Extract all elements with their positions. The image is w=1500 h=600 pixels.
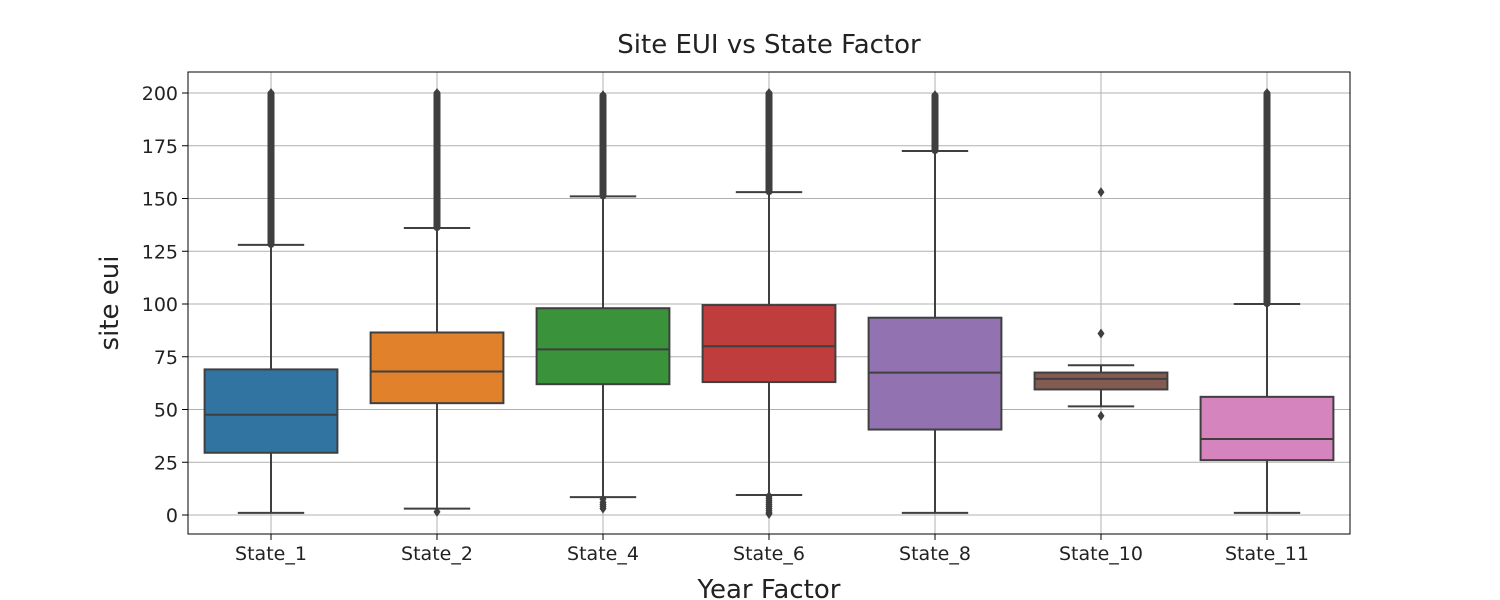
y-tick-label: 125 <box>142 241 178 263</box>
y-tick-label: 25 <box>154 452 178 474</box>
x-tick-label: State_8 <box>899 543 971 565</box>
box-iqr <box>203 368 339 454</box>
box-group <box>701 88 837 519</box>
chart-title: Site EUI vs State Factor <box>617 30 921 60</box>
x-tick-label: State_4 <box>567 543 639 565</box>
box-layer <box>203 88 1335 519</box>
box-iqr <box>369 331 505 405</box>
box-group <box>369 88 505 517</box>
outlier-point <box>267 236 275 247</box>
box-group <box>1033 187 1169 421</box>
outlier-point <box>433 219 441 230</box>
x-axis-label: Year Factor <box>697 575 841 600</box>
x-tick-label: State_11 <box>1225 543 1309 565</box>
outlier-point <box>765 88 773 98</box>
y-tick-label: 75 <box>154 347 178 369</box>
y-tick-label: 50 <box>154 400 178 422</box>
outlier-point <box>599 494 607 505</box>
x-tick-label: State_6 <box>733 543 805 565</box>
outlier-point <box>599 188 607 199</box>
outlier-cluster <box>267 90 275 248</box>
outlier-point <box>433 88 441 98</box>
box-iqr <box>867 316 1003 431</box>
box-group <box>867 90 1003 514</box>
x-axis: State_1 State_2 State_4 State_6 State_8 State… <box>235 534 1309 565</box>
outlier-cluster <box>931 92 939 155</box>
outlier-point <box>1263 295 1271 306</box>
outlier-point <box>599 90 607 101</box>
outlier-point <box>1097 187 1105 198</box>
outlier-point <box>433 506 441 517</box>
outlier-point <box>931 142 939 153</box>
y-tick-label: 0 <box>166 505 178 527</box>
box-iqr <box>535 307 671 386</box>
x-tick-label: State_1 <box>235 543 307 565</box>
y-tick-label: 100 <box>142 294 178 316</box>
outlier-point <box>267 88 275 98</box>
outlier-point <box>1263 88 1271 98</box>
x-tick-label: State_2 <box>401 543 473 565</box>
outlier-point <box>1097 328 1105 339</box>
box-group <box>535 90 671 514</box>
outlier-cluster <box>1263 90 1271 307</box>
y-tick-label: 175 <box>142 136 178 158</box>
box-iqr <box>701 304 837 384</box>
y-tick-label: 200 <box>142 83 178 105</box>
y-tick-label: 150 <box>142 189 178 211</box>
y-axis: 0 25 50 75 100 125 150 175 200 <box>142 83 188 527</box>
outlier-cluster <box>433 90 441 232</box>
outlier-cluster <box>765 90 773 196</box>
outlier-point <box>765 491 773 502</box>
y-axis-label: site eui <box>95 256 125 351</box>
box-group <box>203 88 339 514</box>
box-group <box>1199 88 1335 514</box>
outlier-point <box>931 90 939 101</box>
box-iqr <box>1033 371 1169 391</box>
x-tick-label: State_10 <box>1059 543 1143 565</box>
outlier-cluster <box>599 92 607 200</box>
outlier-point <box>1097 410 1105 421</box>
box-iqr <box>1199 395 1335 462</box>
outlier-point <box>765 184 773 195</box>
